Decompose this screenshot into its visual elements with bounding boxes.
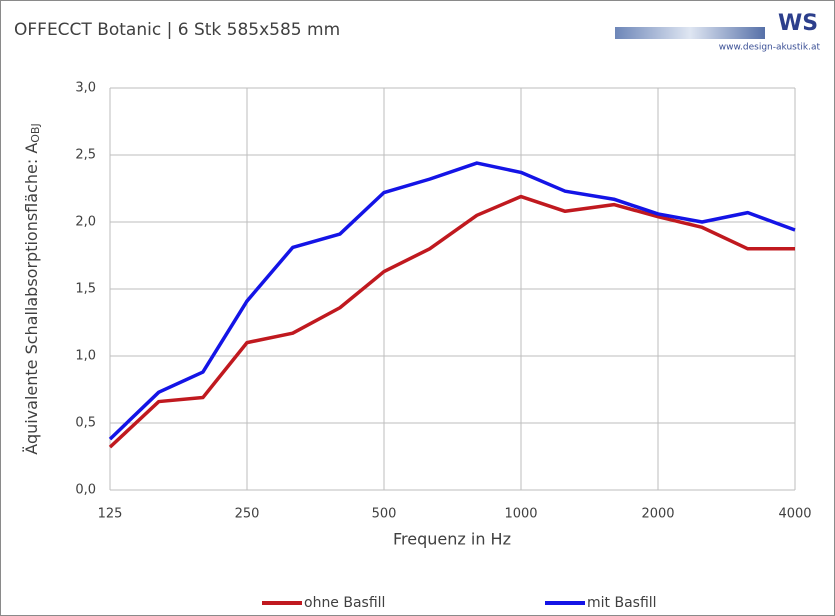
- legend-label: mit Basfill: [587, 595, 657, 611]
- logo: WS: [778, 11, 818, 36]
- website: www.design-akustik.at: [719, 43, 821, 53]
- y-tick-label: 1,5: [75, 282, 96, 297]
- y-axis-label: Äquivalente Schallabsorptionsfläche: AOB…: [22, 123, 43, 454]
- y-tick-label: 0,5: [75, 416, 96, 431]
- y-label-sub: OBJ: [29, 123, 42, 142]
- series-line: [108, 161, 796, 441]
- y-tick-label: 2,5: [75, 148, 96, 163]
- x-tick-label: 125: [98, 507, 123, 522]
- y-label-main: Äquivalente Schallabsorptionsfläche: A: [22, 143, 41, 455]
- y-tick-label: 0,0: [75, 483, 96, 498]
- x-tick-label: 500: [372, 507, 397, 522]
- x-tick-label: 250: [235, 507, 260, 522]
- y-tick-label: 2,0: [75, 215, 96, 230]
- x-tick-label: 1000: [504, 507, 537, 522]
- x-tick-label: 4000: [778, 507, 811, 522]
- series-line: [108, 194, 795, 449]
- chart-title: OFFECCT Botanic | 6 Stk 585x585 mm: [14, 20, 340, 40]
- legend-label: ohne Basfill: [304, 595, 385, 611]
- x-axis-label: Frequenz in Hz: [393, 530, 511, 549]
- x-tick-label: 2000: [641, 507, 674, 522]
- y-tick-label: 3,0: [75, 81, 96, 96]
- y-tick-label: 1,0: [75, 349, 96, 364]
- logo-bar: [615, 27, 765, 39]
